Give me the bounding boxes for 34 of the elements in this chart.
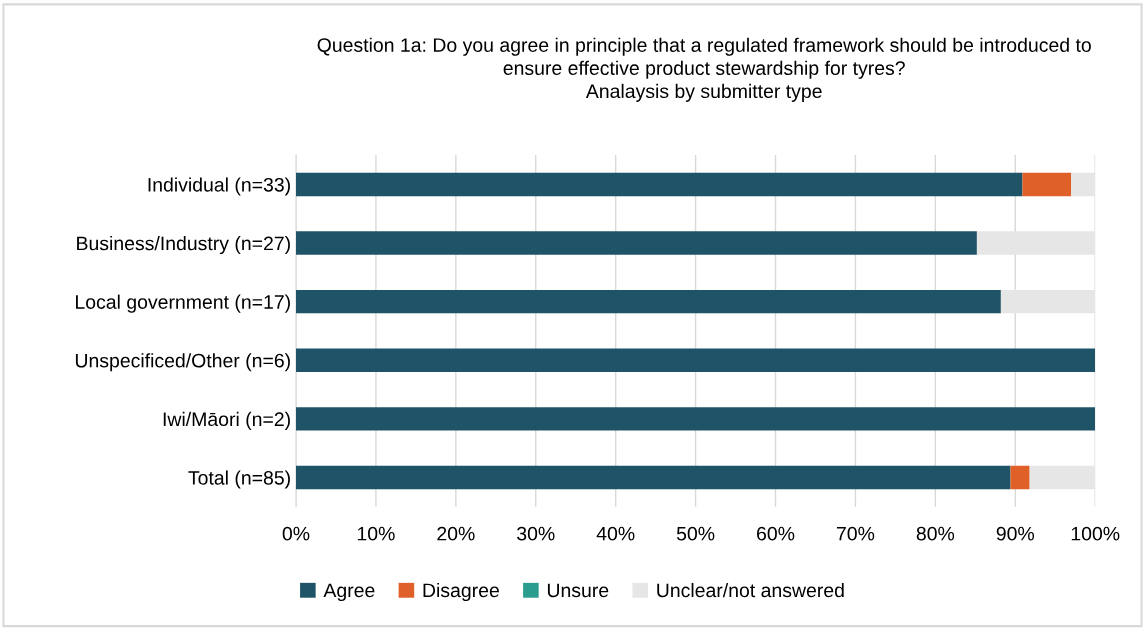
x-tick-label: 100% — [1071, 526, 1120, 541]
bar — [1010, 465, 1030, 490]
x-tick-label: 0% — [282, 526, 310, 541]
bar — [1029, 465, 1096, 490]
x-tick-label: 40% — [596, 526, 635, 541]
bar — [295, 231, 977, 255]
x-tick-label: 70% — [836, 526, 875, 541]
y-tick-label: Business/Industry (n=27) — [77, 235, 290, 255]
legend-label: Unsure — [547, 583, 609, 598]
bar — [295, 289, 1001, 314]
x-tick-label: 10% — [357, 526, 395, 541]
y-tick-label: Iwi/Māori (n=2) — [163, 411, 290, 430]
x-tick-label: 50% — [676, 526, 715, 541]
x-tick-label: 80% — [916, 526, 955, 541]
bar — [295, 465, 1011, 490]
bar — [976, 231, 1096, 255]
y-tick-label: Unspecificed/Other (n=6) — [75, 353, 290, 372]
bar — [295, 172, 1023, 197]
bar — [1000, 289, 1096, 314]
legend-label: Unclear/not answered — [657, 582, 844, 598]
bar — [1022, 172, 1072, 197]
bar — [295, 407, 1096, 431]
chart-title: Question 1a: Do you agree in principle that a regulated framework should be introduced to ensure effective product stewardship for tyres? Analaysis by submitter type — [317, 37, 1091, 102]
y-tick-label: Local government (n=17) — [76, 294, 290, 313]
y-tick-label: Individual (n=33) — [148, 177, 290, 196]
legend-label: Agree — [323, 583, 375, 602]
x-tick-label: 20% — [437, 526, 475, 541]
bar — [295, 348, 1096, 372]
bar — [1071, 172, 1096, 197]
y-tick-label: Total (n=85) — [188, 470, 290, 489]
x-tick-label: 90% — [996, 526, 1035, 541]
x-tick-label: 60% — [757, 526, 795, 541]
x-tick-label: 30% — [517, 526, 555, 541]
legend-label: Disagree — [423, 582, 499, 602]
